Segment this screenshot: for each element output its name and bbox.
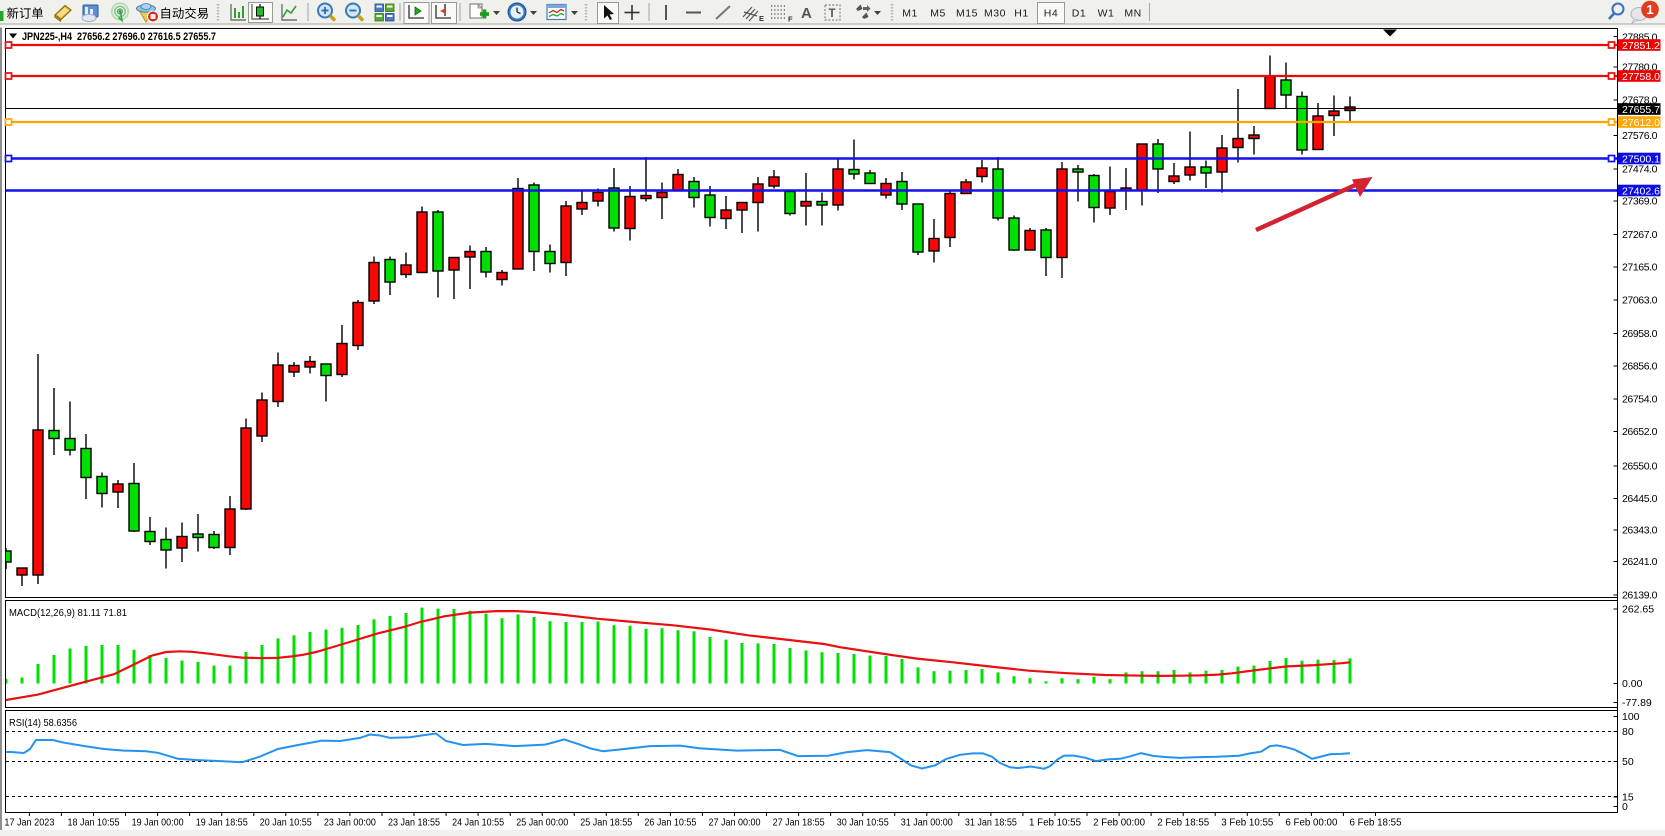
svg-text:27851.2: 27851.2 [1622, 40, 1660, 52]
svg-text:17 Jan 2023: 17 Jan 2023 [4, 817, 54, 829]
svg-text:6 Feb 18:55: 6 Feb 18:55 [1350, 817, 1402, 829]
svg-text:50: 50 [1622, 756, 1634, 768]
svg-text:2 Feb 18:55: 2 Feb 18:55 [1157, 817, 1209, 829]
svg-text:H4: H4 [1044, 8, 1058, 20]
svg-text:27474.0: 27474.0 [1622, 164, 1658, 176]
svg-text:27576.0: 27576.0 [1622, 130, 1658, 142]
svg-text:25 Jan 18:55: 25 Jan 18:55 [580, 817, 632, 829]
svg-text:19 Jan 18:55: 19 Jan 18:55 [196, 817, 248, 829]
svg-text:MN: MN [1124, 8, 1141, 20]
svg-text:-77.89: -77.89 [1622, 697, 1652, 709]
svg-text:RSI(14) 58.6356: RSI(14) 58.6356 [9, 717, 77, 729]
svg-text:25 Jan 00:00: 25 Jan 00:00 [516, 817, 568, 829]
svg-text:24 Jan 10:55: 24 Jan 10:55 [452, 817, 504, 829]
svg-text:27063.0: 27063.0 [1622, 295, 1658, 307]
svg-text:27 Jan 18:55: 27 Jan 18:55 [773, 817, 825, 829]
svg-text:0: 0 [1622, 801, 1628, 813]
svg-text:MACD(12,26,9) 81.11 71.81: MACD(12,26,9) 81.11 71.81 [9, 607, 127, 619]
svg-text:27369.0: 27369.0 [1622, 196, 1658, 208]
svg-text:100: 100 [1622, 711, 1640, 723]
svg-text:2 Feb 00:00: 2 Feb 00:00 [1093, 817, 1145, 829]
svg-text:27267.0: 27267.0 [1622, 229, 1658, 241]
svg-text:19 Jan 00:00: 19 Jan 00:00 [132, 817, 184, 829]
svg-text:26343.0: 26343.0 [1622, 525, 1658, 537]
svg-text:JPN225-,H4 27656.2 27696.0 27: JPN225-,H4 27656.2 27696.0 27616.5 27655… [22, 31, 216, 43]
svg-text:26139.0: 26139.0 [1622, 590, 1658, 602]
svg-text:26241.0: 26241.0 [1622, 556, 1658, 568]
svg-text:F: F [788, 15, 793, 24]
svg-text:E: E [759, 14, 764, 23]
svg-text:31 Jan 00:00: 31 Jan 00:00 [901, 817, 953, 829]
svg-text:27655.7: 27655.7 [1622, 104, 1660, 116]
svg-text:H1: H1 [1014, 8, 1028, 20]
svg-text:23 Jan 18:55: 23 Jan 18:55 [388, 817, 440, 829]
svg-text:M30: M30 [984, 8, 1006, 20]
svg-text:27402.6: 27402.6 [1622, 185, 1660, 197]
svg-text:D1: D1 [1072, 8, 1086, 20]
svg-text:1 Feb 10:55: 1 Feb 10:55 [1029, 817, 1081, 829]
svg-text:26958.0: 26958.0 [1622, 328, 1658, 340]
svg-text:26 Jan 10:55: 26 Jan 10:55 [644, 817, 696, 829]
svg-text:26652.0: 26652.0 [1622, 426, 1658, 438]
svg-text:80: 80 [1622, 726, 1634, 738]
svg-text:27758.0: 27758.0 [1622, 71, 1660, 83]
svg-text:3 Feb 10:55: 3 Feb 10:55 [1221, 817, 1273, 829]
svg-text:26550.0: 26550.0 [1622, 461, 1658, 473]
svg-text:26856.0: 26856.0 [1622, 361, 1658, 373]
svg-text:27500.1: 27500.1 [1622, 153, 1660, 165]
svg-text:27 Jan 00:00: 27 Jan 00:00 [709, 817, 761, 829]
svg-text:15: 15 [1622, 792, 1634, 804]
svg-text:A: A [801, 5, 812, 22]
svg-text:T: T [829, 8, 836, 20]
svg-text:6 Feb 00:00: 6 Feb 00:00 [1285, 817, 1337, 829]
svg-text:18 Jan 10:55: 18 Jan 10:55 [68, 817, 120, 829]
svg-text:26754.0: 26754.0 [1622, 394, 1658, 406]
svg-text:20 Jan 10:55: 20 Jan 10:55 [260, 817, 312, 829]
svg-text:0.00: 0.00 [1622, 678, 1643, 690]
svg-text:M5: M5 [930, 8, 946, 20]
svg-text:M1: M1 [902, 8, 918, 20]
svg-text:262.65: 262.65 [1622, 604, 1654, 616]
svg-text:M15: M15 [956, 8, 978, 20]
svg-text:31 Jan 18:55: 31 Jan 18:55 [965, 817, 1017, 829]
svg-text:26445.0: 26445.0 [1622, 493, 1658, 505]
svg-text:30 Jan 10:55: 30 Jan 10:55 [837, 817, 889, 829]
svg-text:23 Jan 00:00: 23 Jan 00:00 [324, 817, 376, 829]
svg-text:W1: W1 [1098, 8, 1115, 20]
svg-text:1: 1 [1646, 2, 1653, 17]
svg-text:27612.0: 27612.0 [1622, 117, 1660, 129]
svg-text:27165.0: 27165.0 [1622, 262, 1658, 274]
